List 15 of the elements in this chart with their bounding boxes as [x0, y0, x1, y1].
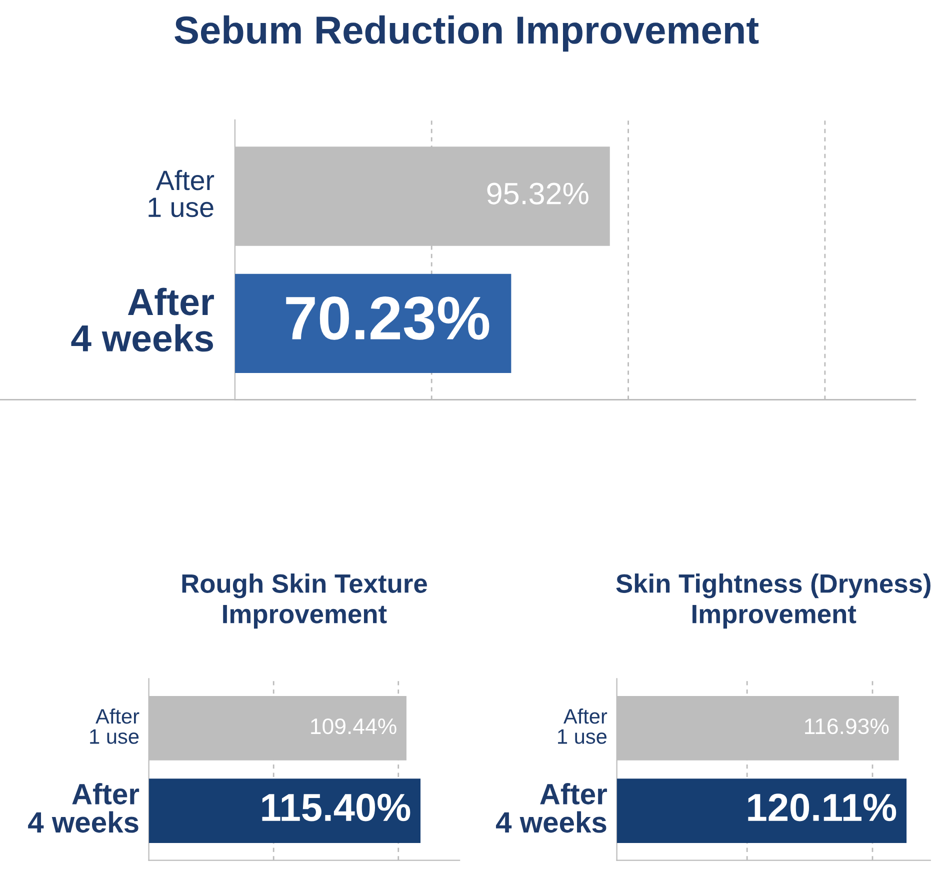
- y-tick-label: After 4 weeks: [71, 288, 214, 352]
- y-tick-label: After 4 weeks: [28, 783, 140, 833]
- data-label: 115.40%: [262, 794, 410, 822]
- chart-title: Skin Tightness (Dryness) Improvement: [616, 574, 930, 629]
- chart-title: Rough Skin Texture Improvement: [182, 574, 427, 629]
- data-label: 95.32%: [487, 182, 588, 204]
- data-label: 120.11%: [748, 794, 896, 822]
- chart-title: Sebum Reduction Improvement: [174, 15, 759, 52]
- data-label: 116.93%: [805, 718, 889, 734]
- y-tick-label: After 4 weeks: [496, 783, 607, 833]
- y-tick-label: After 1 use: [148, 170, 214, 218]
- data-label: 70.23%: [286, 296, 490, 340]
- y-tick-label: After 1 use: [90, 708, 140, 744]
- y-tick-label: After 1 use: [558, 708, 608, 744]
- data-label: 109.44%: [311, 718, 396, 734]
